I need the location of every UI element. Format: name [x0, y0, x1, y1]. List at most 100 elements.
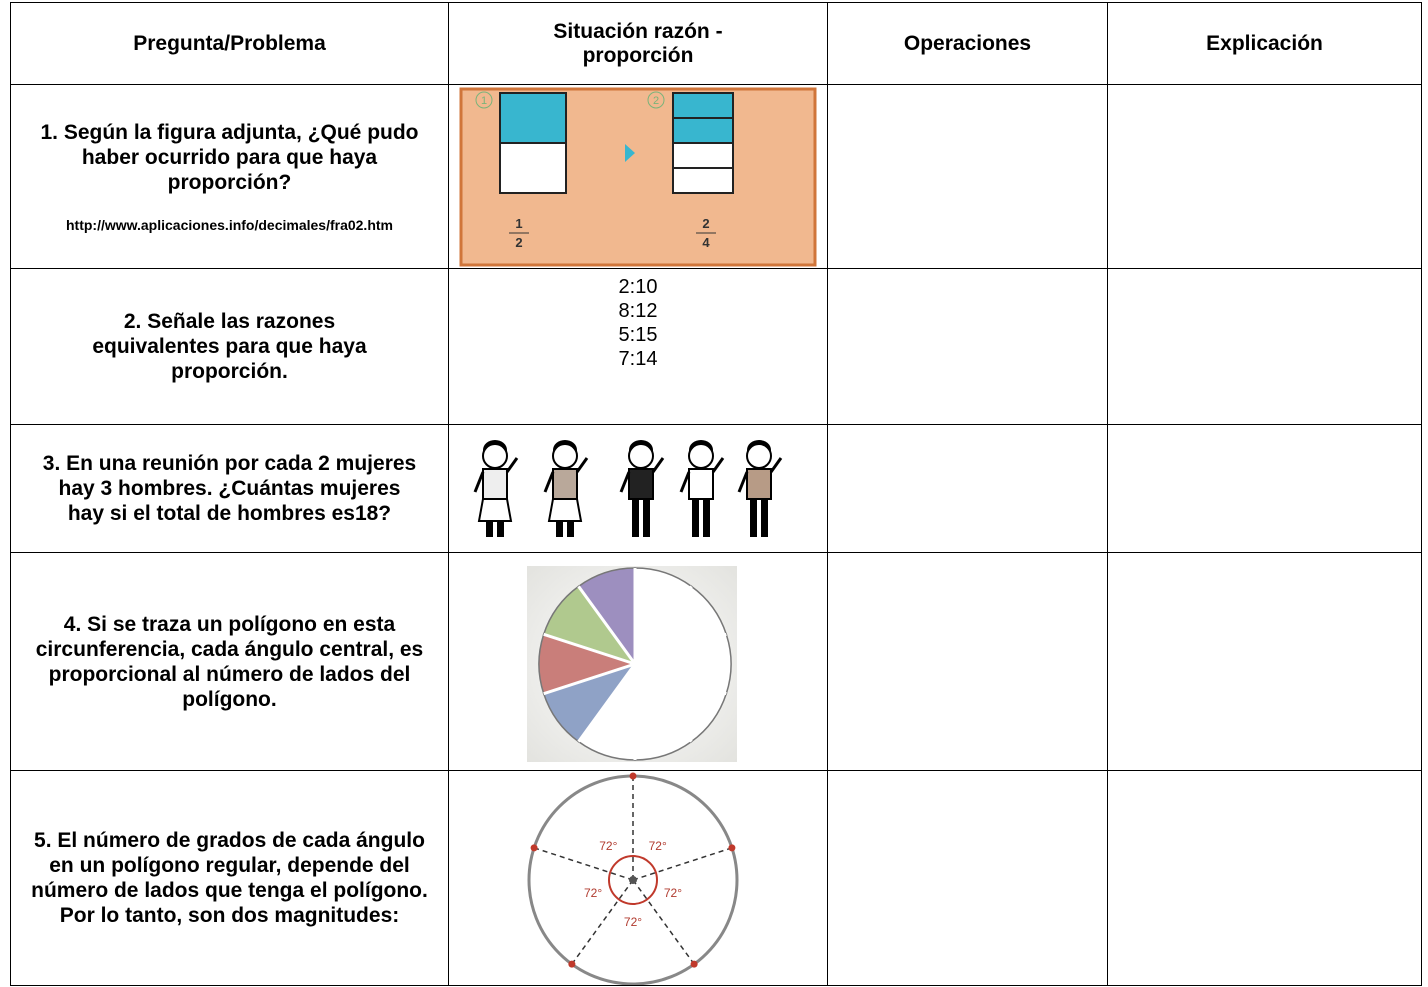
- arm: [473, 470, 485, 493]
- header-cell: Operaciones: [827, 2, 1108, 85]
- hair: [553, 439, 577, 456]
- arm: [651, 456, 665, 473]
- slice-gap: [633, 662, 693, 743]
- figure-cell: [448, 424, 828, 553]
- angle-label: 72°: [584, 885, 602, 899]
- figure-cell: 1 2 1 2 2 4: [448, 84, 828, 269]
- question-cell: 1. Según la figura adjunta, ¿Qué pudo ha…: [10, 84, 449, 269]
- empty-cell: [1107, 552, 1422, 771]
- vertex: [629, 772, 637, 779]
- leg: [497, 520, 504, 537]
- arm: [575, 456, 589, 473]
- row: 2. Señale las razones equivalentes para …: [10, 268, 1422, 425]
- body: [482, 467, 508, 500]
- empty-cell: [1107, 84, 1422, 269]
- hair: [747, 439, 771, 456]
- row: 1. Según la figura adjunta, ¿Qué pudo ha…: [10, 84, 1422, 269]
- arc: [608, 854, 658, 905]
- angle-label: 72°: [649, 839, 667, 853]
- numerator: 1: [515, 216, 522, 231]
- step-number: 1: [481, 95, 487, 107]
- vertex: [530, 843, 538, 851]
- leg: [761, 498, 768, 537]
- leg: [632, 498, 639, 537]
- empty-cell: [1107, 770, 1422, 986]
- header-cell: Explicación: [1107, 2, 1422, 85]
- leg: [486, 520, 493, 537]
- arm: [769, 456, 783, 473]
- row: 3. En una reunión por cada 2 mujeres hay…: [10, 424, 1422, 553]
- radius: [533, 846, 634, 881]
- body: [688, 467, 714, 500]
- arm: [619, 470, 631, 493]
- question: 3. En una reunión por cada 2 mujeres hay…: [42, 452, 417, 525]
- head: [552, 442, 578, 469]
- vertex: [728, 843, 736, 851]
- header-cell: Pregunta/Problema: [10, 2, 449, 85]
- hair: [483, 439, 507, 456]
- ratio-cell: 2:10 8:12 5:15 7:14: [448, 268, 828, 425]
- empty-cell: [1107, 424, 1422, 553]
- ratio: 7:14: [618, 348, 658, 370]
- ratio: 2:10: [618, 276, 658, 298]
- circle-figure: [527, 565, 737, 762]
- fraction-figure: 1 2 1 2 2 4: [459, 87, 817, 266]
- question: 1. Según la figura adjunta, ¿Qué pudo ha…: [40, 120, 419, 194]
- problem-table: Pregunta/Problema Situación razón - prop…: [10, 2, 1422, 986]
- row: 4. Si se traza un polígono en esta circu…: [10, 552, 1422, 771]
- skirt: [477, 497, 513, 522]
- question-cell: 4. Si se traza un polígono en esta circu…: [10, 552, 449, 771]
- arm: [679, 470, 691, 493]
- angle-label: 72°: [624, 915, 642, 929]
- leg: [750, 498, 757, 537]
- question: 2. Señale las razones equivalentes para …: [92, 310, 367, 383]
- leg: [556, 520, 563, 537]
- denominator: 4: [702, 235, 710, 250]
- slice-gap: [633, 584, 693, 665]
- angle-label: 72°: [599, 839, 617, 853]
- denominator: 2: [515, 235, 522, 250]
- numerator: 2: [702, 216, 709, 231]
- figure-cell: [448, 552, 828, 771]
- empty-cell: [827, 552, 1108, 771]
- question: 5. El número de grados de cada ángulo en…: [31, 829, 428, 927]
- header-row: Pregunta/Problema Situación razón - prop…: [10, 2, 1422, 85]
- head: [482, 442, 508, 469]
- hair: [689, 439, 713, 456]
- hair: [629, 439, 653, 456]
- source-url: http://www.aplicaciones.info/decimales/f…: [65, 216, 393, 233]
- empty-cell: [827, 84, 1108, 269]
- step-number: 2: [653, 95, 659, 107]
- body: [746, 467, 772, 500]
- head: [746, 442, 772, 469]
- polygon-figure: 72° 72° 72° 72° 72°: [527, 772, 739, 985]
- empty-cell: [827, 268, 1108, 425]
- empty-cell: [827, 424, 1108, 553]
- slice-gap: [577, 662, 637, 743]
- skirt: [547, 497, 583, 522]
- leg: [692, 498, 699, 537]
- people-figure: [473, 439, 783, 537]
- empty-cell: [1107, 268, 1422, 425]
- angle-label: 72°: [664, 885, 682, 899]
- slice-gap: [577, 584, 637, 665]
- empty-cell: [827, 770, 1108, 986]
- arm: [505, 456, 519, 473]
- slice-gap: [634, 632, 727, 665]
- slice-gap: [634, 662, 727, 695]
- vertex: [690, 960, 698, 968]
- head: [628, 442, 654, 469]
- question-cell: 3. En una reunión por cada 2 mujeres hay…: [10, 424, 449, 553]
- leg: [643, 498, 650, 537]
- row: 5. El número de grados de cada ángulo en…: [10, 770, 1422, 986]
- leg: [567, 520, 574, 537]
- body: [552, 467, 578, 500]
- arm: [543, 470, 555, 493]
- header-cell: Situación razón - proporción: [448, 2, 828, 85]
- ratio: 5:15: [618, 324, 658, 346]
- ratio: 8:12: [618, 300, 658, 322]
- slice-gap: [543, 662, 636, 695]
- slice-gap: [543, 632, 636, 665]
- head: [688, 442, 714, 469]
